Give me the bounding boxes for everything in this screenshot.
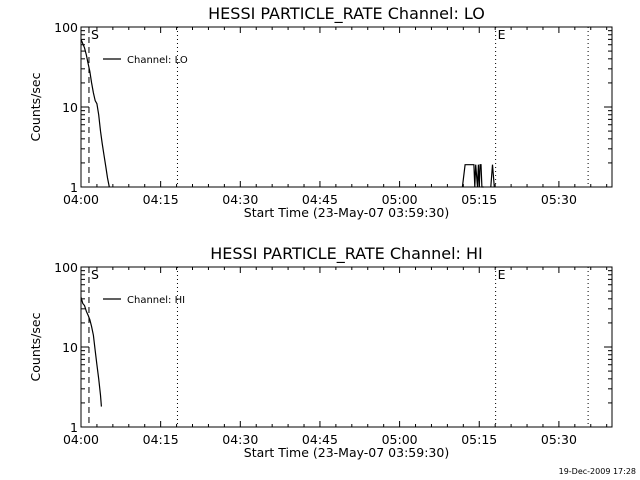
data-series-line <box>80 39 110 188</box>
plot-frame <box>80 266 613 428</box>
y-tick-label: 100 <box>54 20 78 35</box>
event-marker-label: S <box>91 27 99 42</box>
x-tick-label: 04:15 <box>143 192 179 207</box>
plot-frame <box>80 26 613 188</box>
x-tick-label: 04:45 <box>302 192 338 207</box>
x-tick-label: 05:30 <box>541 192 577 207</box>
x-tick-label: 05:00 <box>382 192 418 207</box>
y-tick-label: 1 <box>70 180 78 195</box>
legend-label: Channel: LO <box>127 55 188 66</box>
x-tick-label: 04:15 <box>143 432 179 447</box>
x-tick-label: 04:00 <box>63 192 99 207</box>
data-series-line <box>461 164 484 188</box>
chart-title: HESSI PARTICLE_RATE Channel: HI <box>210 244 483 264</box>
y-tick-label: 100 <box>54 260 78 275</box>
y-tick-label: 10 <box>62 340 78 355</box>
x-tick-label: 05:15 <box>461 192 497 207</box>
footer-timestamp: 19-Dec-2009 17:28 <box>559 467 636 476</box>
chart-panel-channel-lo: HESSI PARTICLE_RATE Channel: LO 04:00 04:1… <box>28 4 613 220</box>
chart-panel-channel-hi: HESSI PARTICLE_RATE Channel: HI 04:00 04:1… <box>28 244 613 460</box>
x-tick-label: 05:00 <box>382 432 418 447</box>
event-marker-label: E <box>498 27 506 42</box>
data-series-line <box>490 164 495 188</box>
x-axis-label: Start Time (23-May-07 03:59:30) <box>244 445 449 460</box>
y-tick-label: 10 <box>62 100 78 115</box>
x-axis-label: Start Time (23-May-07 03:59:30) <box>244 205 449 220</box>
y-axis-label: Counts/sec <box>28 312 43 381</box>
legend-label: Channel: HI <box>127 295 185 306</box>
chart-title: HESSI PARTICLE_RATE Channel: LO <box>208 4 485 24</box>
data-series-line <box>80 296 102 407</box>
event-marker-label: S <box>91 267 99 282</box>
x-tick-label: 04:30 <box>222 192 258 207</box>
y-axis-label: Counts/sec <box>28 72 43 141</box>
x-tick-label: 04:45 <box>302 432 338 447</box>
x-tick-label: 05:15 <box>461 432 497 447</box>
x-tick-label: 04:30 <box>222 432 258 447</box>
event-marker-label: E <box>498 267 506 282</box>
y-tick-label: 1 <box>70 420 78 435</box>
x-tick-label: 04:00 <box>63 432 99 447</box>
x-tick-label: 05:30 <box>541 432 577 447</box>
